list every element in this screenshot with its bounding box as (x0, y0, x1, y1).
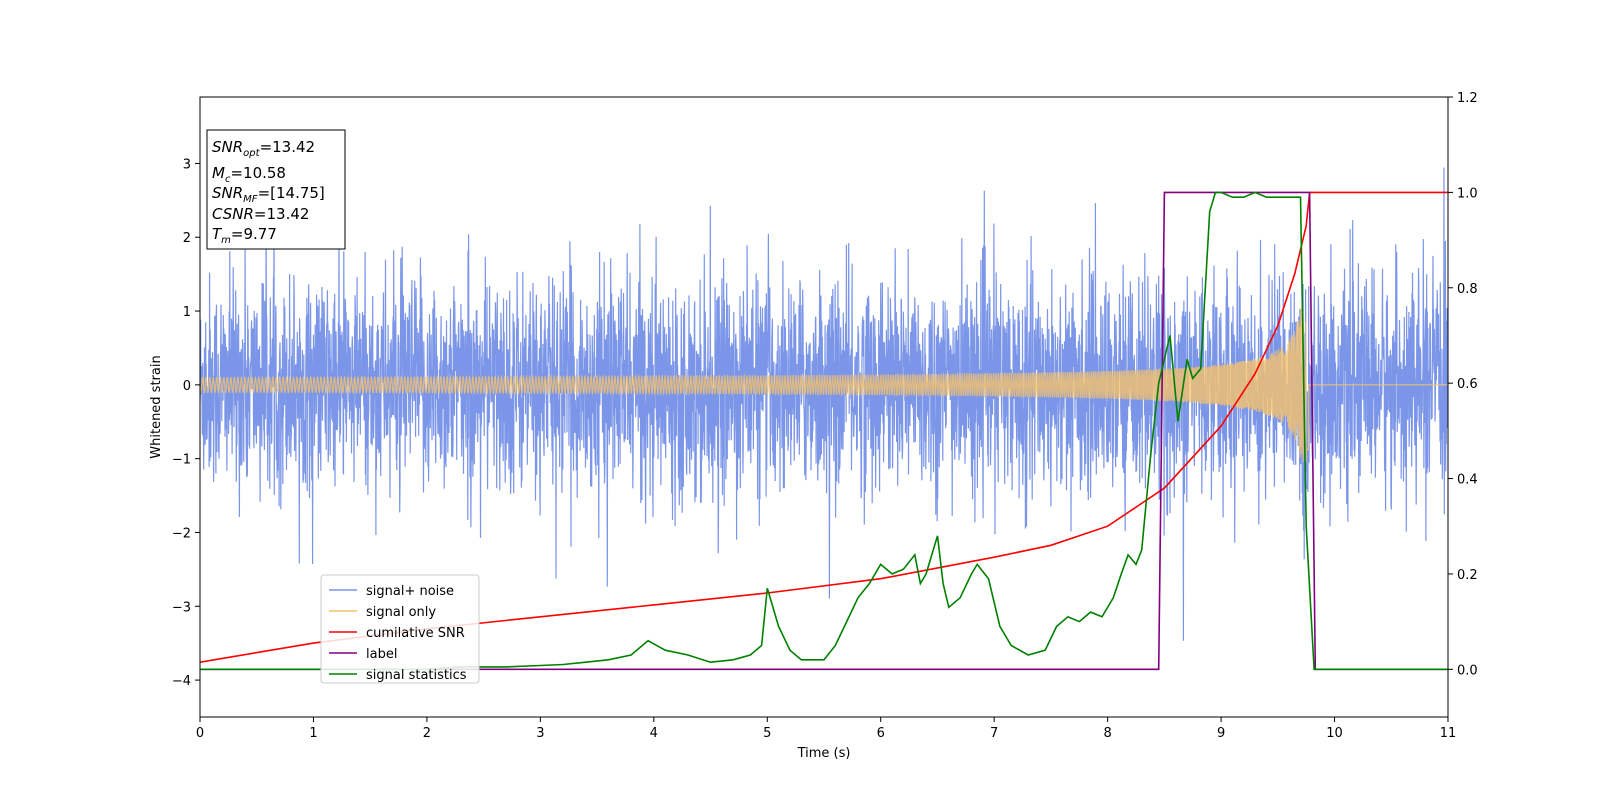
legend: signal+ noise signal only cumilative SNR la… (320, 574, 480, 684)
series-signal-noise (200, 167, 1448, 641)
x-tick-label: 4 (650, 726, 658, 741)
y2-tick-label: 0.6 (1457, 377, 1478, 392)
series-signal-statistics (200, 191, 1448, 671)
plot-frame (199, 96, 1449, 718)
legend-label: cumilative SNR (366, 626, 465, 641)
legend-frame (320, 574, 480, 684)
y2-tick-label: 0.4 (1457, 473, 1478, 488)
y-tick-label: −1 (172, 453, 191, 468)
x-tick-label: 9 (1217, 726, 1225, 741)
y2-tick-label: 1.0 (1457, 186, 1478, 201)
x-tick-label: 3 (536, 726, 544, 741)
x-tick-label: 11 (1440, 726, 1457, 741)
legend-label: signal only (366, 605, 436, 620)
info-mc: Mc=10.58 (212, 164, 286, 185)
info-box: SNRopt=13.42 Mc=10.58 SNRMF=[14.75] CSNR… (206, 129, 346, 250)
y2-tick-label: 1.2 (1457, 91, 1478, 106)
series-cumilative-snr (200, 191, 1448, 663)
x-tick-label: 2 (423, 726, 431, 741)
y-tick-label: 2 (183, 231, 191, 246)
x-tick-label: 0 (196, 726, 204, 741)
info-box-frame (206, 129, 346, 250)
info-tm: Tm=9.77 (212, 225, 277, 246)
x-axis-title: Time (s) (797, 746, 851, 761)
y2-tick-label: 0.0 (1457, 663, 1478, 678)
legend-label: signal statistics (366, 668, 467, 683)
y-tick-label: 1 (183, 305, 191, 320)
x-tick-label: 7 (990, 726, 998, 741)
y2-tick-label: 0.2 (1457, 568, 1478, 583)
y2-tick-label: 0.8 (1457, 282, 1478, 297)
y-tick-label: 3 (183, 157, 191, 172)
y-tick-label: 0 (183, 379, 191, 394)
legend-label: signal+ noise (366, 584, 454, 599)
legend-label: label (366, 647, 397, 662)
y-axis-title: Whitened strain (149, 355, 164, 458)
x-tick-label: 8 (1103, 726, 1111, 741)
info-snr-mf: SNRMF=[14.75] (212, 184, 325, 205)
x-tick-label: 5 (763, 726, 771, 741)
x-tick-label: 10 (1326, 726, 1343, 741)
x-tick-label: 1 (309, 726, 317, 741)
info-snr-opt: SNRopt=13.42 (212, 138, 315, 159)
x-tick-label: 6 (877, 726, 885, 741)
y-tick-label: −2 (172, 526, 191, 541)
y-tick-label: −3 (172, 600, 191, 615)
info-csnr: CSNR=13.42 (212, 205, 309, 223)
y-tick-label: −4 (172, 674, 191, 689)
series-signal-only (200, 307, 1448, 463)
